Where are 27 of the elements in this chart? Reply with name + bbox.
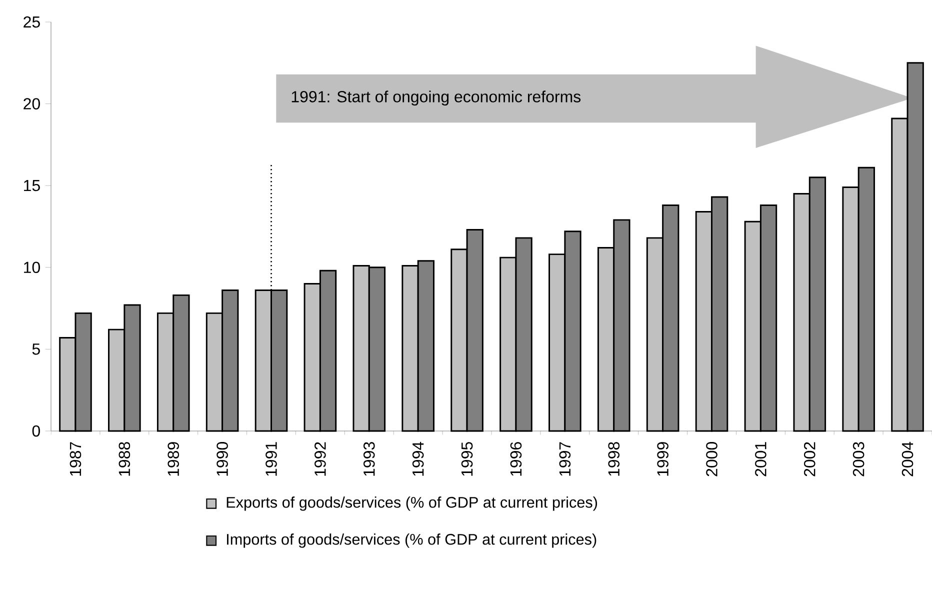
x-tick-label: 2001 [755, 442, 766, 476]
annotation: 1991: Start of ongoing economic reforms [292, 90, 581, 106]
y-tick-label: 15 [24, 180, 40, 192]
x-tick-label: 1999 [657, 442, 668, 476]
y-tick-label: 10 [24, 262, 40, 274]
x-tick-label: 2002 [804, 442, 816, 476]
x-tick-label: 1996 [510, 442, 522, 476]
x-tick-label: 1988 [118, 442, 130, 476]
x-tick-label: 1998 [608, 442, 620, 476]
legend-label: Exports of goods/services (% of GDP at current prices) [226, 496, 598, 511]
y-tick-label: 0 [32, 425, 40, 437]
x-tick-label: 1991 [266, 442, 277, 476]
x-tick-label: 1990 [216, 442, 228, 476]
x-tick-label: 2004 [902, 442, 914, 476]
x-tick-label: 1993 [363, 442, 375, 476]
y-tick-label: 20 [24, 98, 40, 110]
x-tick-label: 1997 [559, 442, 571, 476]
x-tick-label: 1992 [314, 442, 326, 476]
x-tick-label: 2003 [852, 442, 864, 476]
x-tick-label: 1995 [461, 442, 473, 476]
y-tick-label: 25 [24, 16, 40, 28]
x-tick-label: 1987 [70, 442, 82, 476]
x-tick-label: 1994 [412, 442, 424, 476]
legend-label: Imports of goods/services (% of GDP at current prices) [227, 534, 596, 548]
x-tick-label: 1989 [168, 442, 180, 476]
y-tick-label: 5 [32, 344, 40, 355]
x-tick-label: 2000 [706, 442, 718, 476]
